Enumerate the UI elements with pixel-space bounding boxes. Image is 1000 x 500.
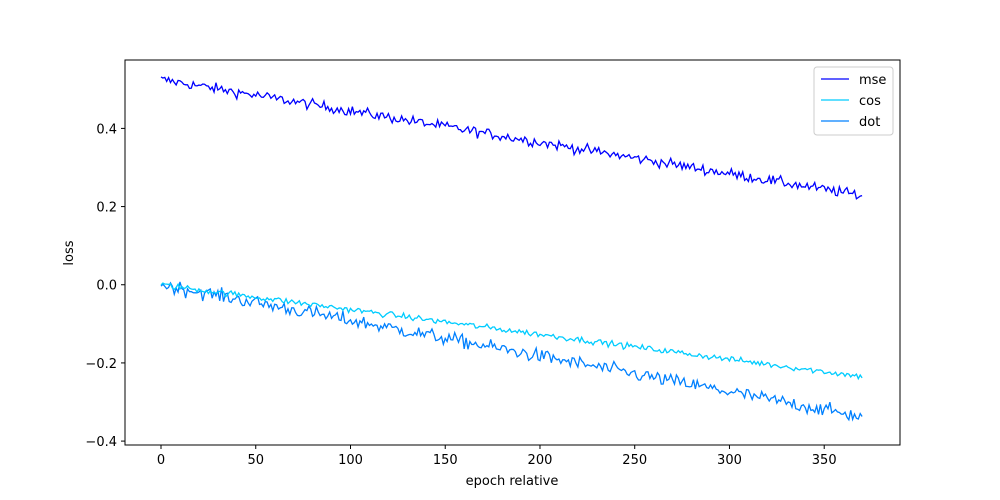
x-tick-label: 150	[433, 453, 458, 468]
x-tick-label: 300	[717, 453, 742, 468]
x-axis-label: epoch relative	[466, 474, 559, 489]
y-tick-label: −0.4	[85, 435, 117, 450]
x-tick-label: 250	[622, 453, 647, 468]
series-layer	[160, 76, 863, 422]
series-line-mse	[160, 76, 863, 200]
y-tick-label: 0.4	[96, 122, 117, 137]
legend-box	[813, 66, 894, 136]
y-axis-label: loss	[62, 240, 77, 265]
x-tick-label: 50	[247, 453, 264, 468]
axes-layer: 0 50 100 150 200 250 300 350 −0.4 −0.2 0.0 0.2 0.4	[85, 59, 901, 468]
x-tick-label: 0	[157, 453, 165, 468]
x-tick-label: 200	[528, 453, 553, 468]
y-tick-label: −0.2	[85, 357, 117, 372]
legend-label-dot: dot	[859, 115, 880, 130]
x-tick-label: 350	[812, 453, 837, 468]
series-line-cos	[160, 282, 863, 381]
legend: mse cos dot	[813, 66, 894, 136]
legend-label-mse: mse	[859, 73, 886, 88]
y-tick-label: 0.2	[96, 201, 117, 216]
x-tick-label: 100	[338, 453, 363, 468]
y-tick-label: 0.0	[96, 279, 117, 294]
legend-label-cos: cos	[859, 94, 881, 109]
series-line-dot	[160, 281, 863, 422]
plot-frame	[124, 59, 901, 446]
